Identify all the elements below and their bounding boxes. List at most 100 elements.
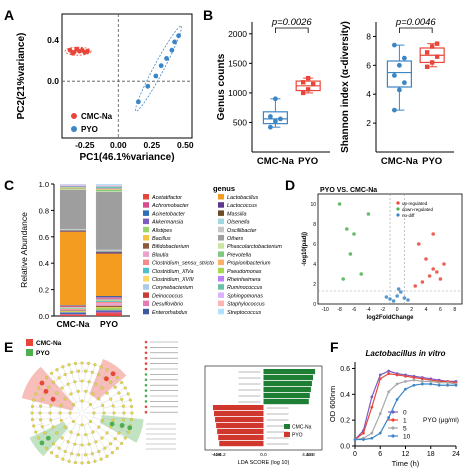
pyo-clade-highlight — [99, 414, 144, 443]
growth-curve-point — [370, 431, 374, 435]
stacked-bar-segment — [96, 187, 122, 189]
cladogram-node — [47, 385, 51, 389]
taxon-legend-marker — [144, 356, 148, 360]
stacked-bar-segment — [60, 307, 86, 308]
x-tick-label: 18 — [427, 451, 435, 458]
cladogram-node — [80, 461, 84, 465]
stacked-bar-segment — [96, 185, 122, 186]
x-tick-label: -4.6 — [213, 452, 222, 458]
stacked-bar-segment — [96, 250, 122, 252]
stacked-bar-segment — [96, 249, 122, 251]
growth-curve-point — [387, 390, 391, 394]
x-axis-label: log2FoldChange — [367, 315, 415, 321]
taxon-legend-marker — [144, 351, 148, 355]
panel-letter-d: D — [285, 177, 295, 193]
taxon-legend-marker — [144, 410, 148, 414]
chart-title: Lactobacillus in vitro — [365, 349, 445, 358]
cladogram-branch — [87, 452, 89, 463]
cladogram-node — [73, 461, 77, 465]
volcano-point — [442, 262, 446, 266]
category-label: PYO — [298, 156, 318, 167]
cladogram-node — [84, 433, 88, 437]
y-tick-label: 0.6 — [39, 233, 49, 242]
growth-curve-point — [378, 431, 382, 435]
cladogram-node — [113, 437, 117, 441]
growth-curve-point — [404, 387, 407, 391]
cladogram-node — [120, 441, 124, 445]
cladogram-branch — [44, 392, 54, 398]
panel-letter-e: E — [4, 339, 13, 355]
relative-abundance-stacked-bar: 0.0 0.2 0.4 0.6 0.8 1.0 CMC-Na PYO Relative Abun… — [19, 180, 282, 329]
data-point — [424, 64, 430, 69]
volcano-point — [420, 280, 425, 284]
data-point — [434, 54, 440, 59]
growth-curve-point — [362, 431, 365, 435]
lda-score-bar-chart: -4.8-4.6-4.2 0.0 4.24.64.8 LDA SCORE (log 1… — [204, 365, 323, 466]
pca-plot: -0.25 0.00 0.25 0.50 0.4 0.0 PC1(46.1%variance… — [16, 13, 194, 163]
stacked-bar-segment — [96, 306, 122, 308]
cladogram-node — [40, 397, 44, 401]
cladogram-node — [32, 424, 36, 428]
growth-curve-point — [420, 382, 424, 386]
cladogram-node — [80, 423, 84, 427]
cladogram-branch — [78, 424, 81, 435]
cladogram-branch — [99, 377, 106, 387]
legend-swatch — [143, 218, 149, 225]
legend-label: Phascolarctobacterium — [227, 244, 282, 250]
legend-swatch — [218, 276, 224, 282]
legend-swatch — [143, 292, 149, 298]
significance-bracket — [399, 27, 433, 33]
pyo-point — [135, 99, 141, 105]
cladogram-branch — [91, 420, 99, 428]
panel-letter-b: B — [203, 7, 213, 23]
cladogram-node — [52, 442, 56, 446]
cladogram-node — [111, 404, 115, 408]
legend-label: Oscillibacter — [227, 228, 257, 234]
pyo-node — [39, 440, 45, 446]
pyo-point — [172, 39, 177, 45]
x-axis-label: Time (h) — [392, 459, 420, 468]
cladogram-branch — [75, 363, 77, 374]
cladogram-branch — [87, 363, 89, 374]
pyo-point — [176, 33, 181, 39]
growth-curve-point — [387, 372, 391, 376]
stacked-bar-segment — [60, 305, 86, 307]
pyo-lda-bar — [219, 441, 264, 447]
growth-curve-point — [437, 381, 441, 385]
pyo-node — [109, 421, 115, 427]
cladogram-branch — [87, 423, 94, 433]
volcano-point — [366, 212, 371, 216]
volcano-point — [391, 299, 396, 303]
cladogram-branch — [113, 418, 124, 421]
data-point — [402, 55, 407, 61]
cladogram-node — [63, 425, 67, 429]
cladogram-node — [60, 386, 64, 390]
cladogram-node — [55, 391, 59, 395]
cladogram-node — [117, 391, 121, 395]
cmc-na-point — [67, 47, 73, 53]
stacked-bar-segment — [96, 189, 122, 190]
legend-label: Acinetobacter — [151, 211, 185, 217]
cladogram-branch — [68, 364, 72, 375]
data-point — [278, 116, 283, 122]
cladogram-node — [111, 418, 115, 422]
legend-label: Staphylococcus — [227, 302, 265, 308]
y-axis-label: Shannon index (α-diversity) — [340, 21, 351, 153]
cladogram-node — [80, 399, 84, 403]
legend-swatch — [143, 251, 149, 257]
cladogram-node — [30, 418, 34, 422]
legend-label: Others — [227, 236, 243, 242]
cladogram-branch — [118, 393, 129, 398]
cladogram-branch — [58, 439, 65, 449]
stacked-bar-segment — [96, 297, 122, 299]
stacked-bar-segment — [60, 314, 86, 316]
cladogram-node — [76, 433, 80, 437]
genus-counts-boxplot: 500 1000 1500 2000 CMC-Na PYO p=0.0026 Genus co… — [216, 17, 330, 167]
stacked-bar-segment — [96, 299, 122, 300]
cladogram-branch — [84, 444, 86, 455]
cladogram-branch — [40, 405, 51, 408]
x-tick-label: -4.2 — [217, 452, 226, 458]
cladogram-branch — [51, 444, 58, 453]
data-point — [273, 96, 278, 102]
x-tick-label: 0.00 — [110, 140, 127, 150]
